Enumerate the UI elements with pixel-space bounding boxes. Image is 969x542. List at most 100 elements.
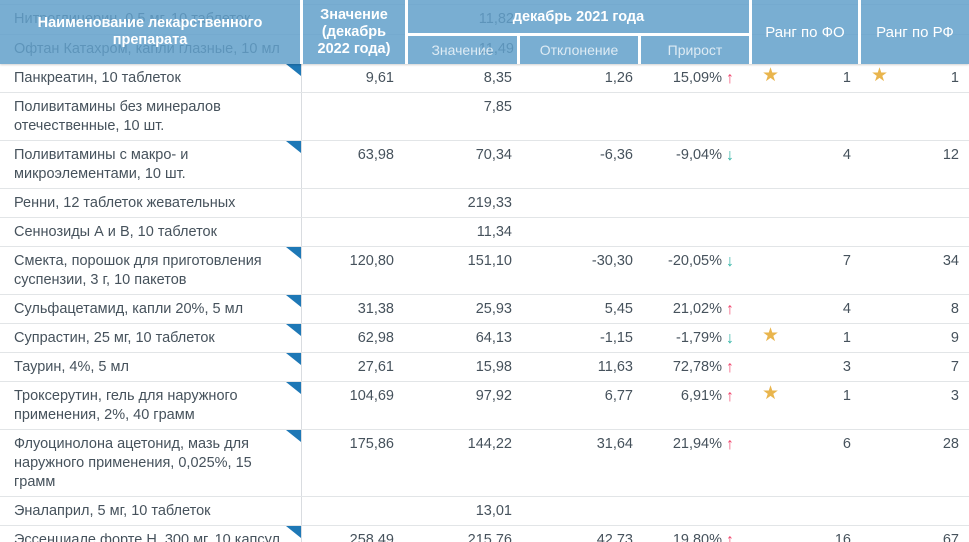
rank-rf-cell: 12 [861, 141, 969, 188]
value-2021-cell: 215,76 [467, 532, 512, 542]
value-2022-cell: 27,61 [357, 359, 394, 375]
rank-fo-cell: 4 [752, 141, 861, 188]
rank-rf-cell: 9 [861, 324, 969, 352]
value-2021-cell: 7,85 [483, 99, 512, 115]
deviation-cell [520, 497, 641, 525]
rank-fo-cell [752, 93, 861, 140]
star-icon: ★ [762, 383, 780, 404]
deviation-cell [520, 189, 641, 217]
drug-name-label: Панкреатин, 10 таблеток [14, 70, 181, 86]
rank-rf-cell [861, 93, 969, 140]
note-corner-marker-icon[interactable] [286, 247, 301, 259]
table-body: Панкреатин, 10 таблеток 9,61 8,35 1,26 1… [0, 64, 969, 542]
drug-name-cell: Ренни, 12 таблеток жевательных [0, 189, 302, 217]
drug-name-cell: Супрастин, 25 мг, 10 таблеток [0, 324, 302, 352]
trend-down-icon: ↓ [726, 253, 734, 270]
drug-name-label: Поливитамины без минералов отечественные… [14, 99, 221, 134]
table-row[interactable]: Эналаприл, 5 мг, 10 таблеток 13,01 [0, 497, 969, 526]
growth-cell [641, 497, 752, 525]
rank-fo-cell: ★ 1 [752, 64, 861, 92]
table-row[interactable]: Панкреатин, 10 таблеток 9,61 8,35 1,26 1… [0, 64, 969, 93]
table-row[interactable]: Сеннозиды А и В, 10 таблеток 11,34 [0, 218, 969, 247]
drug-name-cell: Поливитамины с макро- и микроэлементами,… [0, 141, 302, 188]
value-2022-cell: 258,49 [349, 532, 394, 542]
note-corner-marker-icon[interactable] [286, 382, 301, 394]
growth-value: 21,02% [672, 301, 722, 317]
rank-fo-value: 6 [842, 436, 851, 452]
rank-rf-cell: 8 [861, 295, 969, 323]
rank-rf-cell: 7 [861, 353, 969, 381]
table-row[interactable]: Сульфацетамид, капли 20%, 5 мл 31,38 25,… [0, 295, 969, 324]
table-row[interactable]: Таурин, 4%, 5 мл 27,61 15,98 11,63 72,78… [0, 353, 969, 382]
table-row[interactable]: Супрастин, 25 мг, 10 таблеток 62,98 64,1… [0, 324, 969, 353]
rank-rf-value: 12 [942, 147, 959, 163]
note-corner-marker-icon[interactable] [286, 526, 301, 538]
growth-cell [641, 189, 752, 217]
table-row[interactable]: Поливитамины с макро- и микроэлементами,… [0, 141, 969, 189]
rank-rf-cell: 34 [861, 247, 969, 294]
table-row[interactable]: Поливитамины без минералов отечественные… [0, 93, 969, 141]
value-2021-cell: 151,10 [467, 253, 512, 269]
note-corner-marker-icon[interactable] [286, 324, 301, 336]
column-header-rank-rf: Ранг по РФ [861, 0, 969, 64]
table-row[interactable]: Смекта, порошок для приготовления суспен… [0, 247, 969, 295]
drug-name-cell: Смекта, порошок для приготовления суспен… [0, 247, 302, 294]
value-2022-cell: 104,69 [349, 388, 394, 404]
table-row[interactable]: Ренни, 12 таблеток жевательных 219,33 [0, 189, 969, 218]
subcolumn-header-deviation: Отклонение [520, 36, 641, 64]
drug-name-label: Ренни, 12 таблеток жевательных [14, 195, 236, 211]
table-row[interactable]: Троксерутин, гель для наружного применен… [0, 382, 969, 430]
rank-fo-cell [752, 189, 861, 217]
growth-cell: 21,94% ↑ [641, 430, 752, 496]
rank-fo-value: 4 [842, 147, 851, 163]
growth-value: 19,80% [672, 532, 722, 542]
drug-name-cell: Сульфацетамид, капли 20%, 5 мл [0, 295, 302, 323]
deviation-cell: 6,77 [604, 388, 633, 404]
value-2022-cell [302, 93, 408, 140]
rank-rf-cell: 67 [861, 526, 969, 542]
deviation-cell: 5,45 [604, 301, 633, 317]
rank-fo-cell: 3 [752, 353, 861, 381]
drug-name-label: Супрастин, 25 мг, 10 таблеток [14, 330, 215, 346]
rank-fo-cell: ★ 1 [752, 382, 861, 429]
rank-fo-value: 7 [842, 253, 851, 269]
rank-rf-cell: ★ 1 [861, 64, 969, 92]
star-icon: ★ [871, 65, 889, 86]
rank-fo-cell: 16 [752, 526, 861, 542]
deviation-cell: -6,36 [599, 147, 633, 163]
growth-cell [641, 93, 752, 140]
growth-value: 72,78% [672, 359, 722, 375]
drug-name-label: Флуоцинолона ацетонид, мазь для наружног… [14, 436, 252, 490]
trend-down-icon: ↓ [726, 330, 734, 347]
note-corner-marker-icon[interactable] [286, 141, 301, 153]
deviation-cell: -30,30 [591, 253, 633, 269]
note-corner-marker-icon[interactable] [286, 430, 301, 442]
rank-rf-value: 3 [950, 388, 959, 404]
table-row[interactable]: Эссенциале форте Н, 300 мг, 10 капсул 25… [0, 526, 969, 542]
growth-cell: 15,09% ↑ [641, 64, 752, 92]
note-corner-marker-icon[interactable] [286, 353, 301, 365]
drug-name-label: Сеннозиды А и В, 10 таблеток [14, 224, 217, 240]
trend-up-icon: ↑ [726, 70, 734, 87]
table-row[interactable]: Флуоцинолона ацетонид, мазь для наружног… [0, 430, 969, 497]
value-2021-cell: 70,34 [475, 147, 512, 163]
drug-name-label: Смекта, порошок для приготовления суспен… [14, 253, 262, 288]
table-header: Наименование лекарственного препарата Зн… [0, 0, 969, 64]
rank-rf-cell [861, 218, 969, 246]
drug-name-cell: Флуоцинолона ацетонид, мазь для наружног… [0, 430, 302, 496]
growth-cell [641, 218, 752, 246]
drug-name-cell: Эссенциале форте Н, 300 мг, 10 капсул [0, 526, 302, 542]
drug-name-label: Троксерутин, гель для наружного применен… [14, 388, 238, 423]
growth-value: -9,04% [676, 147, 722, 163]
rank-fo-value: 3 [842, 359, 851, 375]
growth-value: 21,94% [672, 436, 722, 452]
trend-up-icon: ↑ [726, 301, 734, 318]
note-corner-marker-icon[interactable] [286, 295, 301, 307]
trend-up-icon: ↑ [726, 436, 734, 453]
value-2022-cell: 175,86 [349, 436, 394, 452]
rank-rf-value: 7 [950, 359, 959, 375]
growth-cell: 19,80% ↑ [641, 526, 752, 542]
note-corner-marker-icon[interactable] [286, 64, 301, 76]
value-2021-cell: 11,34 [476, 224, 512, 240]
rank-rf-cell [861, 189, 969, 217]
